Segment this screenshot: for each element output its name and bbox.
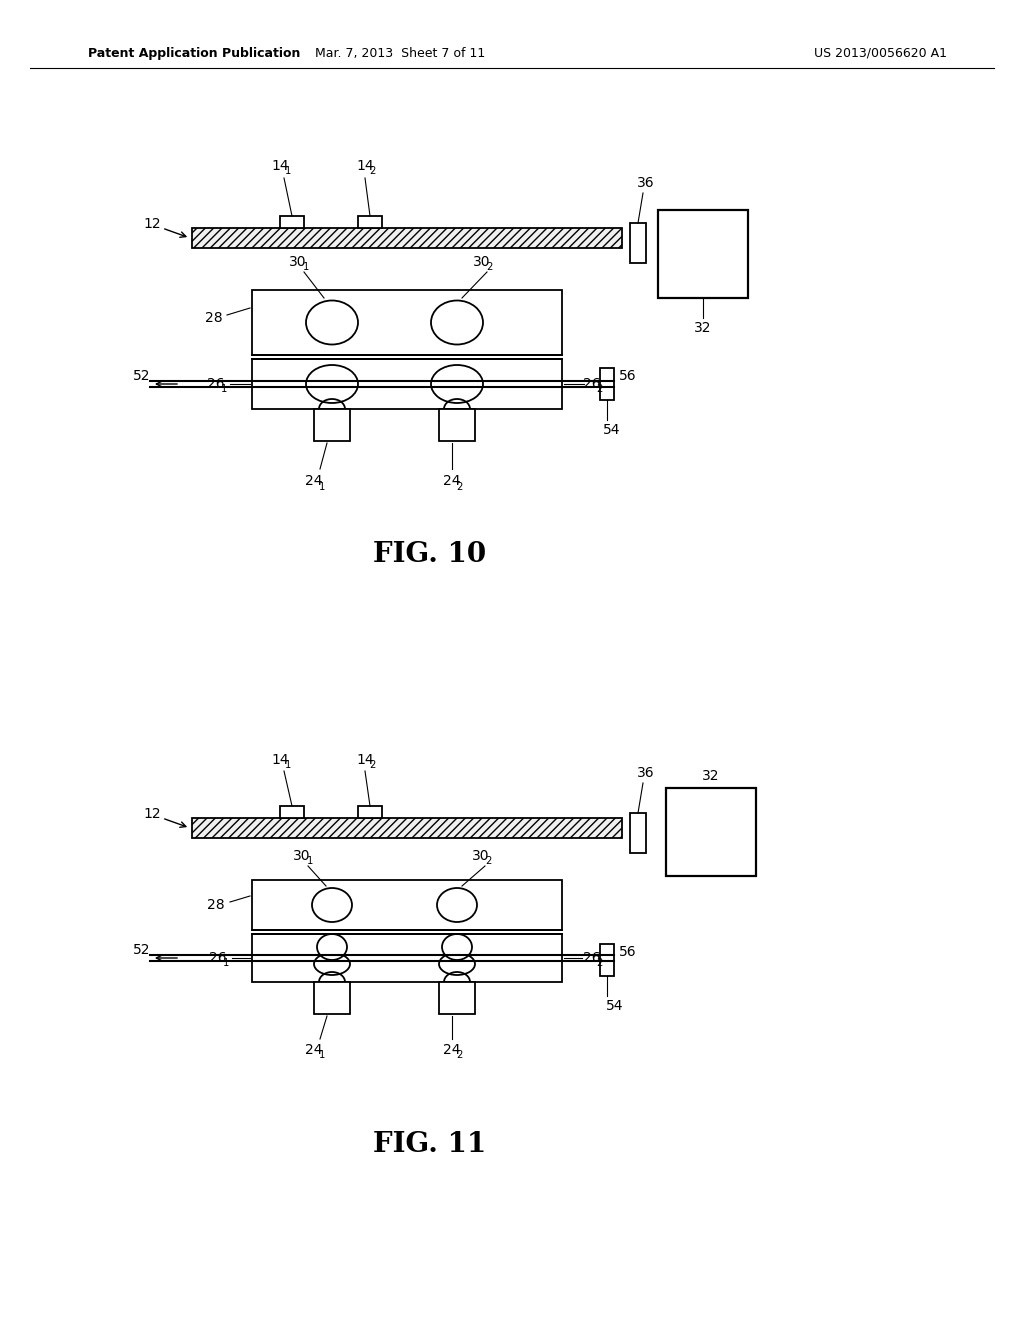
Text: 24: 24 (443, 1043, 461, 1057)
Bar (252, 290, 562, 355)
Text: 2: 2 (486, 263, 493, 272)
Bar (439, 982, 475, 1014)
Text: 36: 36 (637, 766, 654, 780)
Text: 30: 30 (289, 255, 307, 269)
Bar (439, 409, 475, 441)
Bar (600, 368, 614, 400)
Bar (280, 807, 304, 818)
Text: 54: 54 (606, 999, 624, 1012)
Bar (193, 818, 622, 838)
Text: 14: 14 (271, 158, 289, 173)
Ellipse shape (314, 953, 350, 975)
Text: 14: 14 (356, 158, 374, 173)
Bar (630, 813, 646, 853)
Ellipse shape (437, 888, 477, 921)
Text: 32: 32 (694, 321, 712, 335)
Text: 56: 56 (620, 370, 637, 383)
Bar (252, 359, 562, 409)
Bar (193, 228, 622, 248)
Text: 2: 2 (457, 1051, 463, 1060)
Text: 2: 2 (597, 384, 603, 395)
Text: 26: 26 (207, 378, 225, 391)
Ellipse shape (442, 935, 472, 960)
Text: FIG. 10: FIG. 10 (374, 541, 486, 569)
Bar (630, 223, 646, 263)
Text: 24: 24 (443, 474, 461, 488)
Text: 30: 30 (473, 255, 490, 269)
Bar (314, 982, 350, 1014)
Bar (314, 409, 350, 441)
Text: US 2013/0056620 A1: US 2013/0056620 A1 (813, 46, 946, 59)
Text: 24: 24 (305, 474, 323, 488)
Ellipse shape (306, 301, 358, 345)
Text: 56: 56 (620, 945, 637, 960)
Bar (280, 216, 304, 228)
Text: 28: 28 (207, 898, 225, 912)
Ellipse shape (431, 366, 483, 403)
Text: 1: 1 (222, 958, 229, 969)
Text: 26: 26 (209, 950, 226, 965)
Text: 1: 1 (285, 166, 291, 177)
Text: 26: 26 (584, 378, 601, 391)
Bar (252, 935, 562, 982)
Text: 30: 30 (472, 849, 489, 863)
Text: 1: 1 (220, 384, 227, 395)
Text: 26: 26 (584, 950, 601, 965)
Text: 1: 1 (318, 1051, 325, 1060)
Bar (666, 788, 756, 876)
Bar (252, 880, 562, 931)
Text: Mar. 7, 2013  Sheet 7 of 11: Mar. 7, 2013 Sheet 7 of 11 (314, 46, 485, 59)
Text: 14: 14 (356, 752, 374, 767)
Text: 1: 1 (302, 263, 309, 272)
Ellipse shape (431, 301, 483, 345)
Text: 52: 52 (133, 370, 151, 383)
Text: FIG. 11: FIG. 11 (374, 1131, 486, 1159)
Bar (358, 216, 382, 228)
Text: Patent Application Publication: Patent Application Publication (88, 46, 300, 59)
Text: 54: 54 (603, 422, 621, 437)
Text: 28: 28 (205, 312, 223, 325)
Bar (600, 944, 614, 975)
Text: 52: 52 (133, 942, 151, 957)
Text: 1: 1 (306, 857, 313, 866)
Text: 24: 24 (305, 1043, 323, 1057)
Ellipse shape (439, 953, 475, 975)
Text: 12: 12 (143, 216, 161, 231)
Text: 1: 1 (318, 482, 325, 491)
Text: 12: 12 (143, 807, 161, 821)
Text: 2: 2 (457, 482, 463, 491)
Text: 1: 1 (285, 760, 291, 771)
Text: 32: 32 (702, 770, 720, 783)
Ellipse shape (306, 366, 358, 403)
Text: 2: 2 (597, 958, 603, 969)
Text: 14: 14 (271, 752, 289, 767)
Text: 30: 30 (293, 849, 310, 863)
Text: 2: 2 (370, 760, 376, 771)
Bar (658, 210, 748, 298)
Bar (358, 807, 382, 818)
Ellipse shape (312, 888, 352, 921)
Ellipse shape (317, 935, 347, 960)
Text: 36: 36 (637, 176, 654, 190)
Text: 2: 2 (485, 857, 492, 866)
Text: 2: 2 (370, 166, 376, 177)
